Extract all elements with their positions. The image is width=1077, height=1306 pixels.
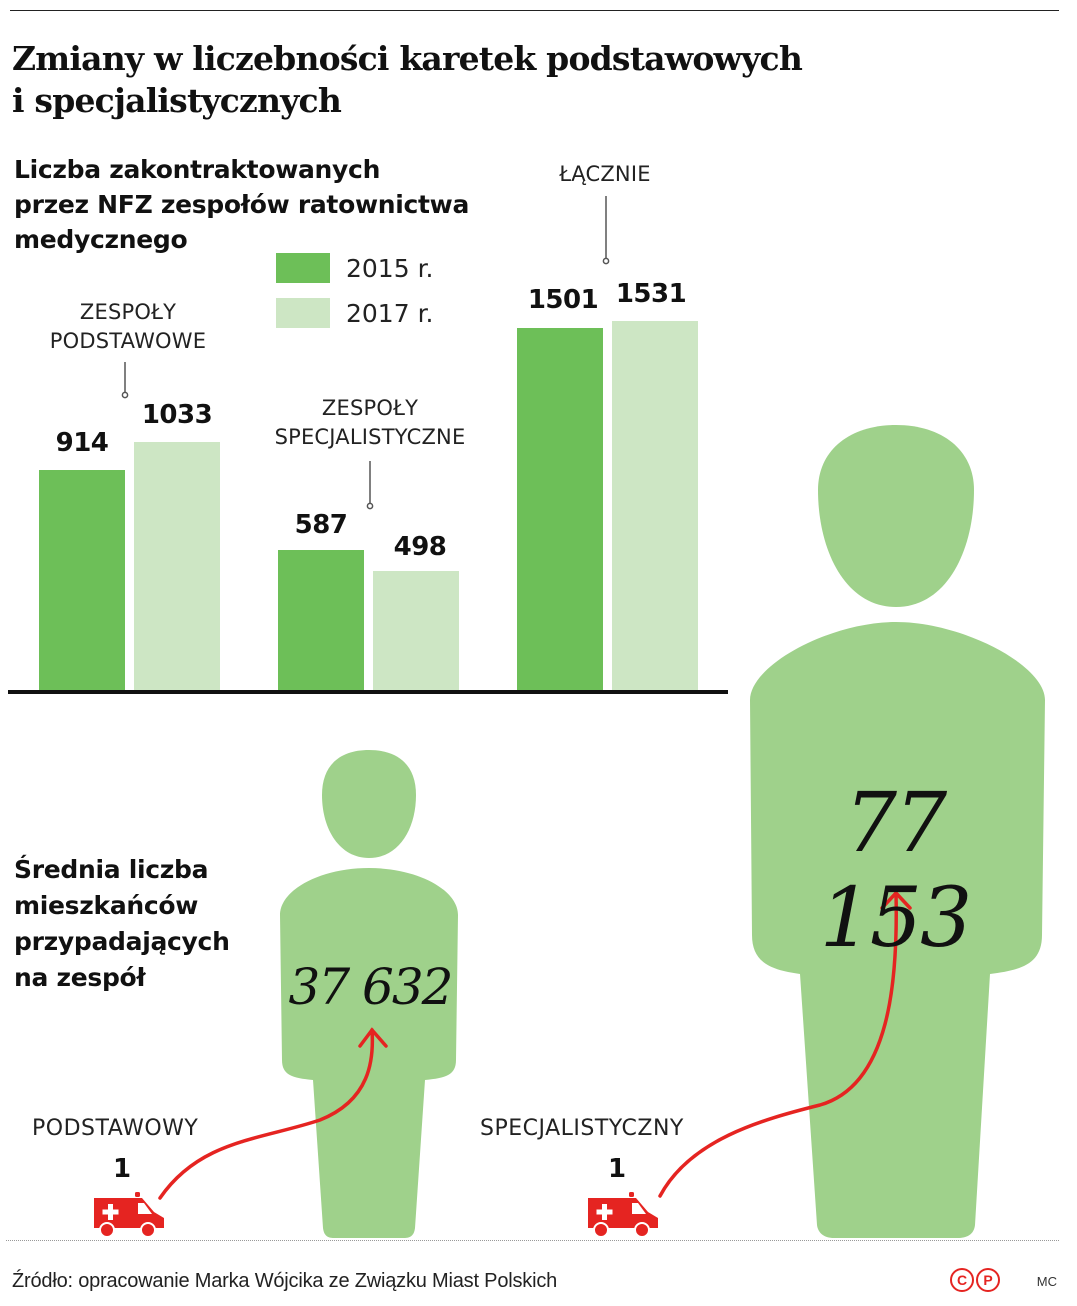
bar-value: 1033 bbox=[141, 400, 213, 430]
legend-label: 2017 r. bbox=[346, 298, 434, 328]
phonogram-icon: P bbox=[976, 1268, 1000, 1292]
legend-item-2015: 2015 r. bbox=[276, 253, 434, 283]
category-label-podstawowe: ZESPOŁY PODSTAWOWE bbox=[18, 298, 238, 356]
bar-value: 587 bbox=[294, 510, 348, 540]
residents-subtitle-line: przypadających bbox=[14, 927, 230, 956]
bar-value: 1531 bbox=[615, 279, 687, 309]
category-label-line: ZESPOŁY bbox=[321, 396, 419, 420]
category-label-line: PODSTAWOWE bbox=[49, 329, 207, 353]
bar-podstawowe-2017 bbox=[134, 442, 220, 691]
chart-subtitle-line: Liczba zakontraktowanych bbox=[14, 155, 381, 184]
category-label-line: ŁĄCZNIE bbox=[559, 162, 651, 186]
ambulance-icon bbox=[588, 1192, 658, 1238]
bar-podstawowe-2015 bbox=[39, 470, 125, 691]
bar-specjalistyczne-2017 bbox=[373, 571, 459, 691]
bar-value: 1501 bbox=[527, 285, 599, 315]
category-label-specjalistyczne: ZESPOŁY SPECJALISTYCZNE bbox=[250, 394, 490, 452]
top-rule bbox=[10, 10, 1059, 11]
person-figures bbox=[158, 425, 1045, 1238]
category-label-line: SPECJALISTYCZNE bbox=[274, 425, 466, 449]
ambulance-count: 1 bbox=[608, 1154, 627, 1184]
residents-subtitle: Średnia liczba mieszkańców przypadającyc… bbox=[14, 852, 274, 996]
chart-subtitle: Liczba zakontraktowanych przez NFZ zespo… bbox=[14, 152, 534, 257]
ambulance-label-podstawowy: PODSTAWOWY bbox=[32, 1116, 199, 1141]
footer-divider bbox=[6, 1240, 1059, 1241]
copyright-icons: C P bbox=[950, 1268, 1000, 1292]
legend-swatch-2017 bbox=[276, 298, 330, 328]
person-large-icon bbox=[818, 425, 974, 607]
bar-lacznie-2017 bbox=[612, 321, 698, 691]
author-initials: MC bbox=[1036, 1274, 1057, 1289]
bar-value: 498 bbox=[393, 532, 447, 562]
residents-value-podstawowy: 37 632 bbox=[288, 958, 454, 1016]
title-line-2: i specjalistycznych bbox=[12, 81, 342, 120]
bar-value: 914 bbox=[55, 428, 109, 458]
chart-subtitle-line: przez NFZ zespołów ratownictwa bbox=[14, 190, 470, 219]
person-small-icon bbox=[322, 750, 416, 858]
ambulance-label-specjalistyczny: SPECJALISTYCZNY bbox=[480, 1116, 684, 1141]
copyright-icon: C bbox=[950, 1268, 974, 1292]
residents-value-specjalistyczny: 77 153 bbox=[819, 776, 973, 966]
category-label-line: ZESPOŁY bbox=[79, 300, 177, 324]
bar-specjalistyczne-2015 bbox=[278, 550, 364, 691]
chart-subtitle-line: medycznego bbox=[14, 225, 188, 254]
chart-baseline bbox=[8, 690, 728, 694]
residents-subtitle-line: mieszkańców bbox=[14, 891, 199, 920]
bar-lacznie-2015 bbox=[517, 328, 603, 691]
residents-subtitle-line: Średnia liczba bbox=[14, 855, 209, 884]
legend-label: 2015 r. bbox=[346, 253, 434, 283]
page-title: Zmiany w liczebności karetek podstawowyc… bbox=[12, 38, 912, 122]
residents-subtitle-line: na zespół bbox=[14, 963, 146, 992]
bar-chart: 914 1033 587 498 1501 1531 bbox=[39, 279, 698, 691]
title-line-1: Zmiany w liczebności karetek podstawowyc… bbox=[12, 39, 803, 78]
leader-lines bbox=[121, 196, 610, 510]
source-note: Źródło: opracowanie Marka Wójcika ze Zwi… bbox=[12, 1270, 558, 1292]
legend-swatch-2015 bbox=[276, 253, 330, 283]
ambulance-icon bbox=[94, 1192, 164, 1238]
category-label-lacznie: ŁĄCZNIE bbox=[530, 160, 680, 189]
legend-item-2017: 2017 r. bbox=[276, 298, 434, 328]
ambulance-count: 1 bbox=[113, 1154, 132, 1184]
